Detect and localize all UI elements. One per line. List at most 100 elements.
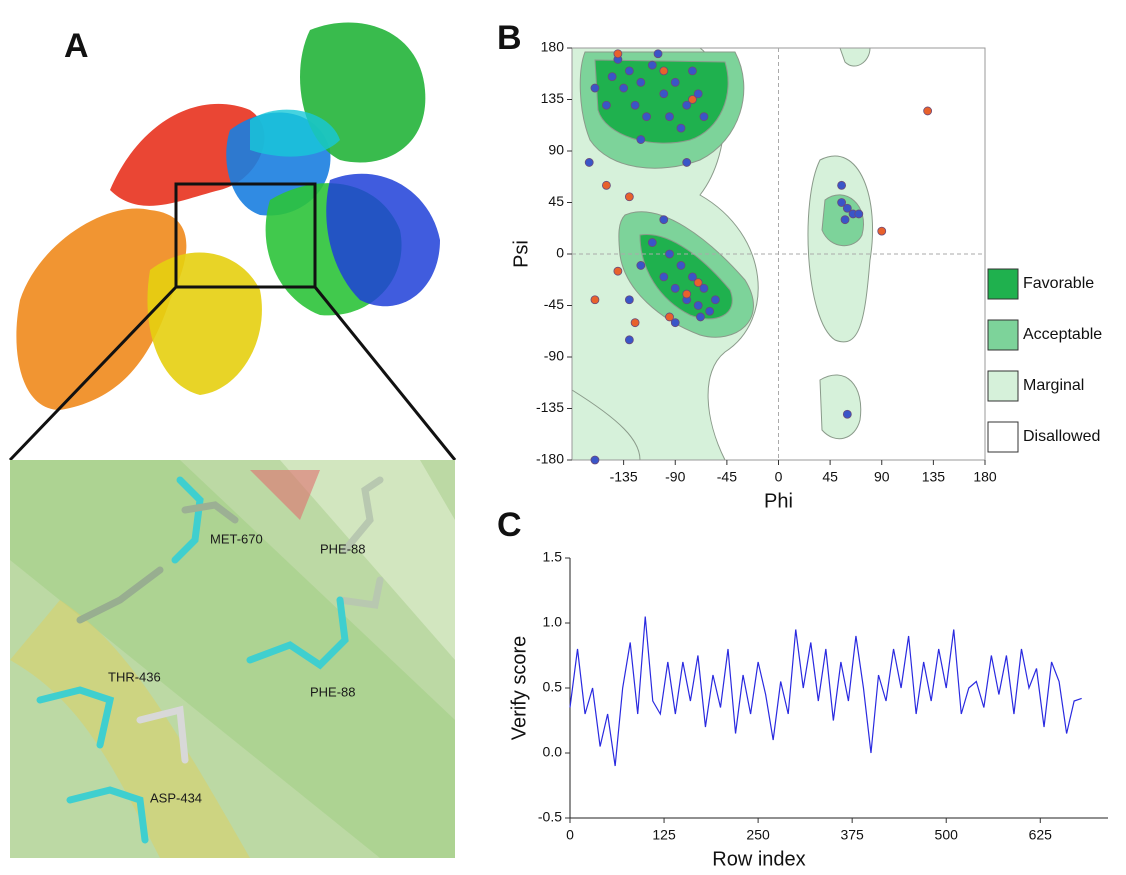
point	[699, 283, 709, 293]
legend-label: Disallowed	[1023, 428, 1100, 445]
point	[647, 238, 657, 247]
y-axis-label: Psi	[510, 240, 532, 268]
point	[699, 112, 709, 122]
point	[688, 66, 697, 76]
point	[670, 318, 680, 328]
point	[607, 72, 617, 82]
point	[624, 295, 634, 305]
y-tick-label: 135	[541, 90, 565, 106]
point	[630, 318, 640, 328]
point	[630, 100, 640, 110]
point	[602, 180, 611, 190]
x-tick-label: 250	[746, 827, 770, 843]
legend-swatch	[987, 319, 1019, 351]
y-tick-label: 0	[556, 245, 564, 261]
point	[682, 289, 692, 299]
legend-swatch	[987, 370, 1019, 402]
point	[642, 112, 651, 122]
y-tick-label: 45	[548, 193, 564, 209]
point	[842, 203, 852, 213]
point	[590, 295, 600, 305]
point	[624, 192, 634, 202]
x-tick-label: -45	[717, 469, 737, 485]
point	[665, 112, 674, 122]
point	[636, 261, 646, 270]
point	[923, 106, 933, 116]
y-tick-label: 0.0	[543, 744, 563, 760]
protein-structure	[8, 22, 457, 462]
point	[705, 306, 715, 316]
point	[647, 60, 657, 70]
residue-label: ASP-434	[150, 790, 202, 805]
point	[840, 215, 850, 225]
point	[659, 89, 669, 99]
point	[693, 278, 703, 288]
x-tick-label: 0	[566, 827, 574, 843]
panel-label: B	[497, 19, 522, 57]
legend-swatch	[987, 421, 1019, 453]
point	[688, 95, 697, 104]
point	[653, 49, 663, 59]
y-tick-label: -90	[544, 348, 564, 364]
x-tick-label: 375	[840, 827, 864, 843]
y-tick-label: 180	[541, 39, 565, 55]
point	[590, 83, 600, 93]
y-tick-label: -135	[536, 399, 564, 415]
point	[688, 272, 697, 282]
point	[665, 312, 674, 322]
point	[877, 226, 887, 236]
point	[711, 295, 720, 305]
x-tick-label: 45	[822, 469, 838, 485]
residue-label: PHE-88	[310, 684, 356, 699]
active-site-inset	[10, 460, 455, 858]
panel-label: C	[497, 506, 522, 544]
point	[854, 209, 864, 219]
point	[693, 301, 703, 310]
point	[682, 100, 692, 110]
legend-label: Acceptable	[1023, 326, 1102, 343]
x-tick-label: 500	[935, 827, 959, 843]
point	[665, 249, 674, 259]
panel-label: A	[64, 27, 89, 65]
point	[659, 215, 669, 225]
point	[636, 135, 646, 144]
y-tick-label: -0.5	[538, 809, 562, 825]
point	[584, 158, 594, 167]
point	[670, 77, 680, 87]
x-tick-label: 180	[973, 469, 997, 485]
point	[613, 266, 623, 276]
x-tick-label: 625	[1029, 827, 1053, 843]
point	[842, 409, 852, 419]
residue-label: MET-670	[210, 531, 263, 546]
point	[837, 198, 846, 207]
point	[693, 89, 703, 99]
point	[696, 312, 705, 322]
legend-label: Marginal	[1023, 377, 1084, 394]
point	[837, 180, 846, 190]
y-tick-label: 1.0	[543, 614, 563, 630]
y-tick-label: 0.5	[543, 679, 563, 695]
point	[636, 77, 646, 87]
point	[682, 158, 692, 167]
point	[602, 100, 611, 110]
x-axis-label: Row index	[712, 848, 805, 870]
point	[624, 66, 634, 76]
point	[659, 272, 669, 282]
legend-swatch	[987, 268, 1019, 300]
x-tick-label: 0	[775, 469, 783, 485]
line	[569, 616, 1082, 767]
x-axis-label: Phi	[764, 490, 793, 512]
point	[659, 66, 669, 76]
point	[670, 283, 680, 293]
x-tick-label: 90	[874, 469, 890, 485]
y-axis-label: Verify score	[508, 636, 530, 740]
residue-label: THR-436	[108, 669, 161, 684]
point	[676, 261, 686, 270]
legend-label: Favorable	[1023, 275, 1094, 292]
y-tick-label: 1.5	[543, 549, 563, 565]
y-tick-label: -180	[536, 451, 564, 467]
point	[613, 49, 623, 59]
point	[619, 83, 629, 93]
y-tick-label: 90	[548, 142, 564, 158]
